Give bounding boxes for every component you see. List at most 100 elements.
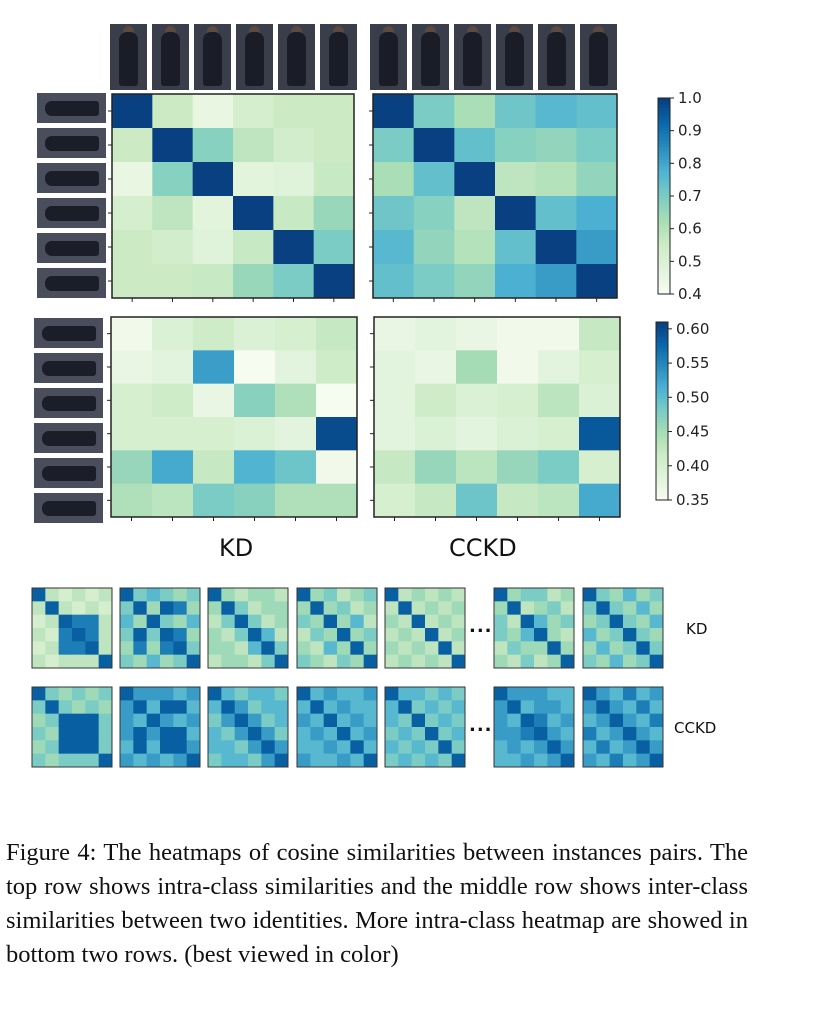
heatmap-cell	[72, 700, 86, 715]
colorbar-segment	[656, 393, 668, 397]
heatmap-cell	[274, 654, 289, 669]
colorbar-segment	[656, 470, 668, 474]
heatmap-cell	[579, 450, 621, 485]
heatmap-cell	[133, 753, 148, 768]
heatmap-cell	[385, 740, 399, 755]
heatmap-cell	[261, 588, 276, 602]
heatmap-cell	[261, 753, 276, 768]
heatmap-cell	[160, 654, 174, 669]
heatmap-cell	[583, 700, 597, 715]
heatmap-cell	[363, 753, 378, 768]
heatmap-frame	[373, 316, 621, 518]
colorbar-inter-class: 0.60 0.55 0.50 0.45 0.40 0.35	[655, 320, 709, 509]
heatmap-cell	[398, 614, 413, 629]
heatmap-cell	[274, 740, 289, 755]
heatmap-cell	[623, 614, 637, 629]
heatmap-cell	[363, 740, 378, 755]
heatmap-cell	[609, 654, 624, 669]
heatmap-cell	[186, 713, 201, 728]
heatmap-cell	[415, 383, 457, 418]
heatmap-cell	[173, 641, 188, 656]
heatmap-cell	[234, 641, 249, 656]
heatmap-cell	[72, 687, 86, 701]
heatmap-cell	[120, 687, 134, 701]
heatmap-cell	[454, 128, 496, 163]
colorbar-segment	[658, 133, 670, 138]
heatmap-cell	[111, 417, 153, 451]
heatmap-cell	[534, 713, 548, 728]
heatmap-cell	[411, 641, 426, 656]
heatmap-cell	[373, 162, 415, 197]
heatmap-cell	[261, 654, 276, 669]
heatmap-cell	[337, 700, 351, 715]
heatmap-cell	[173, 687, 188, 701]
heatmap-cell	[495, 264, 537, 299]
heatmap-cell	[58, 687, 73, 701]
heatmap-cell	[297, 614, 311, 629]
heatmap-cell	[363, 614, 378, 629]
heatmap-cell	[507, 687, 522, 701]
person-thumbnail	[370, 24, 407, 90]
colorbar-segment	[658, 225, 670, 230]
heatmap-cell	[160, 601, 174, 616]
heatmap-cell	[494, 641, 508, 656]
colorbar-segment	[656, 345, 668, 350]
heatmap-frame	[207, 686, 289, 768]
colorbar-segment	[658, 130, 670, 135]
heatmap-cell	[534, 753, 548, 768]
colorbar-segment	[656, 384, 668, 388]
heatmap-cell	[547, 641, 562, 656]
heatmap-cell	[534, 601, 548, 616]
heatmap-cell	[560, 614, 575, 629]
colorbar-segment	[656, 425, 668, 430]
heatmap-cell	[233, 128, 274, 163]
heatmap-cell	[385, 700, 399, 715]
colorbar-segment	[656, 363, 668, 368]
heatmap-cell	[234, 383, 276, 418]
heatmap-cell	[649, 641, 664, 656]
heatmap-cell	[160, 713, 174, 728]
heatmap-frame	[119, 686, 201, 768]
heatmap-cell	[636, 654, 651, 669]
heatmap-cell	[415, 483, 457, 518]
colorbar-segment	[656, 390, 668, 394]
person-thumbnail	[496, 24, 533, 90]
person-thumbnail	[37, 163, 106, 193]
heatmap-cell	[45, 654, 60, 669]
heatmap-cell	[415, 450, 457, 485]
heatmap-cell	[58, 740, 73, 755]
heatmap-cell	[534, 687, 548, 701]
heatmap-cell	[520, 740, 535, 755]
heatmap-cell	[507, 601, 522, 616]
heatmap-cell	[425, 588, 439, 602]
heatmap-frame	[296, 686, 378, 768]
small-heatmap	[296, 686, 378, 768]
heatmap-cell	[208, 700, 222, 715]
heatmap-frame	[31, 587, 113, 669]
heatmap-cell	[337, 601, 351, 616]
colorbar-segment	[656, 443, 668, 448]
heatmap-cell	[133, 641, 148, 656]
heatmap-cell	[507, 753, 522, 768]
colorbar-segment	[658, 166, 670, 171]
heatmap-cell	[112, 196, 153, 231]
heatmap-cell	[425, 753, 439, 768]
heatmap-cell	[323, 641, 338, 656]
heatmap-cell	[85, 601, 100, 616]
heatmap-cell	[297, 740, 311, 755]
colorbar-segment	[656, 488, 668, 492]
heatmap-cell	[85, 654, 100, 669]
small-heatmap	[119, 587, 201, 669]
heatmap-cell	[507, 727, 522, 741]
heatmap-cell	[535, 162, 577, 197]
heatmap-cell	[186, 601, 201, 616]
heatmap-cell	[111, 317, 153, 351]
heatmap-cell	[560, 628, 575, 642]
heatmap-cell	[337, 654, 351, 669]
heatmap-cell	[579, 417, 621, 451]
colorbar-segment	[656, 428, 668, 433]
heatmap-cell	[248, 713, 262, 728]
heatmap-cell	[310, 713, 325, 728]
heatmap-cell	[146, 641, 161, 656]
heatmap-cell	[451, 601, 466, 616]
